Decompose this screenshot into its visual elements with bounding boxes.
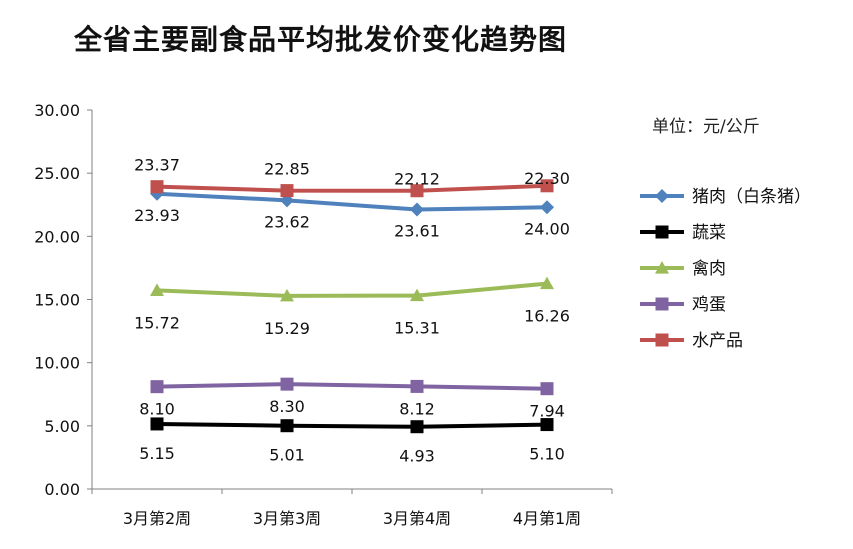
data-label-poultry: 16.26 [524, 307, 570, 326]
x-tick-label: 3月第4周 [383, 509, 451, 528]
data-label-eggs: 8.30 [269, 397, 305, 416]
series-eggs-point [280, 377, 294, 391]
unit-label: 单位：元/公斤 [652, 117, 760, 137]
legend-aquatic-point [655, 333, 669, 347]
x-tick-label: 3月第2周 [123, 509, 191, 528]
data-label-vegetables: 5.10 [529, 445, 565, 464]
data-label-pork: 23.93 [134, 206, 180, 225]
data-label-pork: 23.61 [394, 222, 440, 241]
series-eggs-point [540, 382, 554, 396]
legend-label-vegetables: 蔬菜 [692, 223, 726, 243]
y-tick-label: 0.00 [44, 480, 80, 499]
series-line-vegetables [156, 421, 548, 429]
series-eggs-point [410, 379, 424, 393]
legend-label-poultry: 禽肉 [692, 259, 726, 279]
y-tick-label: 10.00 [34, 354, 80, 373]
series-line-pork [156, 191, 548, 212]
series-vegetables-point [540, 418, 554, 432]
series-pork-point [540, 200, 554, 215]
data-label-aquatic: 22.85 [264, 160, 310, 179]
series-poultry-point [540, 276, 554, 290]
data-label-poultry: 15.29 [264, 319, 310, 338]
data-label-aquatic: 22.12 [394, 170, 440, 189]
data-label-eggs: 7.94 [529, 402, 565, 421]
x-tick-label: 4月第1周 [513, 509, 581, 528]
data-label-vegetables: 5.15 [139, 444, 175, 463]
series-aquatic-point [280, 184, 294, 198]
data-label-vegetables: 4.93 [399, 447, 435, 466]
legend-label-aquatic: 水产品 [692, 331, 743, 351]
y-tick-label: 25.00 [34, 164, 80, 183]
data-label-vegetables: 5.01 [269, 446, 305, 465]
series-vegetables-point [150, 417, 164, 431]
legend-label-eggs: 鸡蛋 [692, 295, 726, 315]
x-tick-label: 3月第3周 [253, 509, 321, 528]
data-label-aquatic: 23.37 [134, 156, 180, 175]
y-tick-label: 5.00 [44, 417, 80, 436]
data-label-pork: 23.62 [264, 212, 310, 231]
series-aquatic-point [150, 180, 164, 194]
data-label-pork: 24.00 [524, 219, 570, 238]
series-eggs-point [150, 380, 164, 394]
legend-label-pork: 猪肉（白条猪） [692, 187, 811, 207]
series-line-eggs [156, 382, 548, 391]
series-line-aquatic [156, 183, 548, 193]
series-vegetables-point [280, 419, 294, 433]
series-poultry-point [150, 283, 164, 297]
y-tick-label: 15.00 [34, 291, 80, 310]
series-pork-point [410, 202, 424, 217]
legend-poultry-point [655, 261, 669, 274]
legend-eggs-point [655, 297, 669, 311]
series-line-poultry [156, 281, 548, 298]
legend-vegetables-point [655, 225, 669, 239]
chart-title: 全省主要副食品平均批发价变化趋势图 [74, 23, 568, 56]
series-poultry-point [410, 288, 424, 302]
series-aquatic-point [410, 184, 424, 198]
legend-pork-point [655, 189, 669, 203]
series-poultry-point [280, 288, 294, 302]
data-label-poultry: 15.31 [394, 319, 440, 338]
data-label-poultry: 15.72 [134, 313, 180, 332]
series-vegetables-point [410, 420, 424, 434]
y-tick-label: 30.00 [34, 101, 80, 120]
data-label-eggs: 8.10 [139, 400, 175, 419]
series-aquatic-point [540, 179, 554, 193]
y-tick-label: 20.00 [34, 227, 80, 246]
data-label-aquatic: 22.30 [524, 169, 570, 188]
data-label-eggs: 8.12 [399, 399, 435, 418]
